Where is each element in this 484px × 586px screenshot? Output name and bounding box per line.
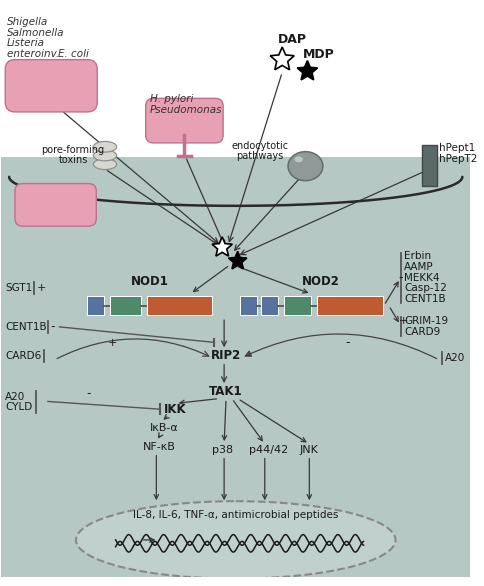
Text: Salmonella: Salmonella bbox=[7, 28, 65, 38]
Text: DAP: DAP bbox=[277, 32, 306, 46]
Polygon shape bbox=[1, 177, 470, 581]
Bar bbox=[284, 296, 311, 315]
Text: +: + bbox=[37, 283, 46, 293]
FancyBboxPatch shape bbox=[5, 60, 97, 112]
Text: Listeria: Listeria bbox=[7, 38, 45, 48]
Text: p44/42: p44/42 bbox=[249, 445, 288, 455]
Ellipse shape bbox=[294, 156, 303, 162]
Text: CYLD: CYLD bbox=[5, 402, 32, 413]
Text: -: - bbox=[87, 387, 91, 400]
Text: TAK1: TAK1 bbox=[209, 385, 242, 398]
Text: toxins: toxins bbox=[59, 155, 88, 165]
Text: RIP2: RIP2 bbox=[211, 349, 241, 363]
Text: +: + bbox=[108, 338, 117, 348]
Bar bbox=[317, 296, 383, 315]
Text: Shigella: Shigella bbox=[7, 17, 48, 27]
Text: pathways: pathways bbox=[236, 151, 284, 161]
Bar bbox=[240, 296, 257, 315]
Text: endocytotic: endocytotic bbox=[231, 141, 288, 151]
Ellipse shape bbox=[93, 141, 117, 152]
Text: p38: p38 bbox=[212, 445, 234, 455]
Text: A20: A20 bbox=[445, 353, 465, 363]
Text: A20: A20 bbox=[5, 391, 26, 401]
Text: Pseudomonas: Pseudomonas bbox=[150, 105, 222, 115]
Text: +: + bbox=[398, 316, 408, 326]
FancyBboxPatch shape bbox=[15, 183, 96, 226]
Bar bbox=[261, 296, 278, 315]
Bar bbox=[1, 9, 470, 158]
Text: pore-forming: pore-forming bbox=[42, 145, 105, 155]
Polygon shape bbox=[212, 237, 232, 256]
Polygon shape bbox=[270, 47, 294, 70]
Text: IKK: IKK bbox=[164, 403, 187, 415]
Ellipse shape bbox=[93, 150, 117, 161]
Text: CARD6: CARD6 bbox=[5, 351, 42, 361]
Text: Erbin: Erbin bbox=[404, 251, 431, 261]
Text: NOD1: NOD1 bbox=[131, 275, 168, 288]
Text: JNK: JNK bbox=[300, 445, 318, 455]
Polygon shape bbox=[228, 251, 247, 269]
Text: GRIM-19: GRIM-19 bbox=[404, 316, 448, 326]
Text: -: - bbox=[345, 336, 349, 349]
Polygon shape bbox=[297, 60, 318, 80]
Text: hPept1: hPept1 bbox=[439, 143, 475, 153]
Text: MDP: MDP bbox=[302, 48, 334, 61]
Text: E. coli: E. coli bbox=[58, 49, 89, 59]
Bar bbox=[110, 296, 141, 315]
Text: Casp-12: Casp-12 bbox=[404, 283, 447, 293]
FancyBboxPatch shape bbox=[146, 98, 223, 143]
Text: SGT1: SGT1 bbox=[5, 283, 32, 293]
Text: AAMP: AAMP bbox=[404, 262, 434, 272]
Bar bbox=[87, 296, 104, 315]
Ellipse shape bbox=[288, 152, 323, 180]
Bar bbox=[422, 145, 437, 186]
Text: IκB-α: IκB-α bbox=[150, 423, 178, 432]
Text: NOD2: NOD2 bbox=[302, 275, 340, 288]
FancyBboxPatch shape bbox=[0, 141, 474, 581]
Text: IL-8, IL-6, TNF-α, antimicrobial peptides: IL-8, IL-6, TNF-α, antimicrobial peptide… bbox=[133, 510, 338, 520]
Ellipse shape bbox=[93, 159, 117, 169]
Text: CARD9: CARD9 bbox=[404, 327, 440, 337]
Text: MEKK4: MEKK4 bbox=[404, 272, 440, 282]
Text: H. pylori: H. pylori bbox=[150, 94, 193, 104]
Text: hPepT2: hPepT2 bbox=[439, 154, 478, 163]
Text: CENT1B: CENT1B bbox=[5, 322, 47, 332]
Ellipse shape bbox=[76, 501, 395, 578]
Text: NF-κB: NF-κB bbox=[143, 442, 176, 452]
Text: enteroinv.: enteroinv. bbox=[7, 49, 62, 59]
Text: -: - bbox=[398, 271, 403, 284]
Text: -: - bbox=[51, 321, 55, 333]
Text: CENT1B: CENT1B bbox=[404, 294, 446, 304]
Bar bbox=[147, 296, 212, 315]
